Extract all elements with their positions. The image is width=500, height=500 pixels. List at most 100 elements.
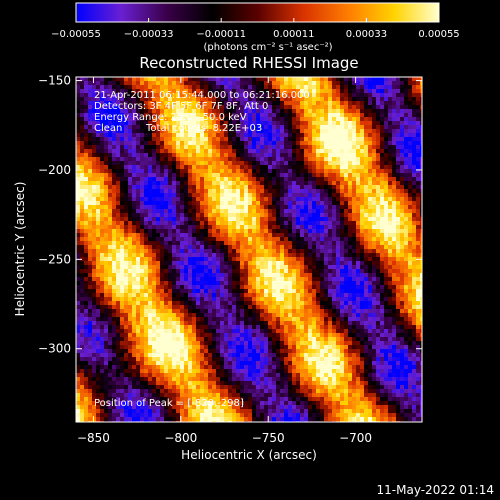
heatmap-cell bbox=[256, 229, 261, 234]
heatmap-cell bbox=[292, 149, 297, 154]
heatmap-cell bbox=[156, 301, 161, 306]
heatmap-cell bbox=[136, 297, 141, 302]
heatmap-cell bbox=[124, 205, 129, 210]
heatmap-cell bbox=[88, 125, 93, 130]
heatmap-cell bbox=[156, 101, 161, 106]
heatmap-cell bbox=[236, 125, 241, 130]
heatmap-cell bbox=[164, 233, 169, 238]
heatmap-cell bbox=[276, 117, 281, 122]
heatmap-cell bbox=[176, 77, 181, 82]
heatmap-cell bbox=[92, 101, 97, 106]
heatmap-cell bbox=[128, 81, 133, 86]
heatmap-cell bbox=[416, 261, 421, 266]
heatmap-cell bbox=[416, 197, 421, 202]
heatmap-cell bbox=[120, 293, 125, 298]
heatmap-cell bbox=[240, 109, 245, 114]
heatmap-cell bbox=[168, 109, 173, 114]
heatmap-cell bbox=[256, 133, 261, 138]
heatmap-cell bbox=[356, 209, 361, 214]
heatmap-cell bbox=[176, 137, 181, 142]
heatmap-cell bbox=[388, 233, 393, 238]
heatmap-cell bbox=[180, 101, 185, 106]
heatmap-cell bbox=[260, 81, 265, 86]
heatmap-cell bbox=[372, 133, 377, 138]
heatmap-cell bbox=[304, 257, 309, 262]
heatmap-cell bbox=[344, 277, 349, 282]
heatmap-cell bbox=[392, 149, 397, 154]
heatmap-cell bbox=[332, 77, 337, 82]
heatmap-cell bbox=[252, 293, 257, 298]
heatmap-cell bbox=[228, 117, 233, 122]
heatmap-cell bbox=[96, 121, 101, 126]
heatmap-cell bbox=[192, 301, 197, 306]
heatmap-cell bbox=[168, 81, 173, 86]
heatmap-cell bbox=[248, 221, 253, 226]
heatmap-cell bbox=[168, 297, 173, 302]
heatmap-cell bbox=[128, 209, 133, 214]
heatmap-cell bbox=[124, 257, 129, 262]
heatmap-cell bbox=[292, 121, 297, 126]
heatmap-cell bbox=[76, 193, 81, 198]
heatmap-cell bbox=[356, 105, 361, 110]
heatmap-cell bbox=[400, 121, 405, 126]
heatmap-cell bbox=[396, 297, 401, 302]
heatmap-cell bbox=[200, 81, 205, 86]
heatmap-cell bbox=[360, 85, 365, 90]
heatmap-cell bbox=[152, 141, 157, 146]
heatmap-cell bbox=[248, 273, 253, 278]
heatmap-cell bbox=[204, 213, 209, 218]
heatmap-cell bbox=[380, 105, 385, 110]
heatmap-cell bbox=[408, 101, 413, 106]
heatmap-cell bbox=[168, 289, 173, 294]
heatmap-cell bbox=[324, 145, 329, 150]
heatmap-cell bbox=[400, 249, 405, 254]
heatmap-cell bbox=[196, 117, 201, 122]
heatmap-cell bbox=[260, 137, 265, 142]
heatmap-cell bbox=[164, 269, 169, 274]
heatmap-cell bbox=[324, 301, 329, 306]
heatmap-cell bbox=[272, 241, 277, 246]
heatmap-cell bbox=[84, 165, 89, 170]
heatmap-cell bbox=[196, 261, 201, 266]
heatmap-cell bbox=[200, 261, 205, 266]
heatmap-cell bbox=[412, 269, 417, 274]
heatmap-cell bbox=[132, 157, 137, 162]
heatmap-cell bbox=[148, 293, 153, 298]
heatmap-cell bbox=[360, 149, 365, 154]
heatmap-cell bbox=[120, 213, 125, 218]
heatmap-cell bbox=[384, 153, 389, 158]
heatmap-cell bbox=[160, 89, 165, 94]
heatmap-cell bbox=[104, 197, 109, 202]
heatmap-cell bbox=[368, 157, 373, 162]
heatmap-cell bbox=[260, 181, 265, 186]
heatmap-cell bbox=[164, 97, 169, 102]
heatmap-cell bbox=[196, 161, 201, 166]
heatmap-cell bbox=[412, 293, 417, 298]
heatmap-cell bbox=[260, 121, 265, 126]
heatmap-cell bbox=[356, 173, 361, 178]
heatmap-cell bbox=[368, 153, 373, 158]
heatmap-cell bbox=[196, 277, 201, 282]
heatmap-cell bbox=[256, 253, 261, 258]
heatmap-cell bbox=[124, 229, 129, 234]
heatmap-cell bbox=[292, 165, 297, 170]
heatmap-cell bbox=[164, 161, 169, 166]
heatmap-cell bbox=[344, 301, 349, 306]
heatmap-cell bbox=[416, 229, 421, 234]
heatmap-cell bbox=[364, 173, 369, 178]
heatmap-cell bbox=[312, 85, 317, 90]
heatmap-cell bbox=[384, 105, 389, 110]
heatmap-cell bbox=[412, 209, 417, 214]
heatmap-cell bbox=[152, 201, 157, 206]
heatmap-cell bbox=[372, 185, 377, 190]
heatmap-cell bbox=[400, 125, 405, 130]
heatmap-cell bbox=[136, 141, 141, 146]
heatmap-cell bbox=[232, 277, 237, 282]
heatmap-cell bbox=[96, 265, 101, 270]
heatmap-cell bbox=[252, 85, 257, 90]
heatmap-cell bbox=[296, 249, 301, 254]
heatmap-cell bbox=[340, 229, 345, 234]
heatmap-cell bbox=[84, 261, 89, 266]
heatmap-cell bbox=[204, 253, 209, 258]
heatmap-cell bbox=[156, 169, 161, 174]
